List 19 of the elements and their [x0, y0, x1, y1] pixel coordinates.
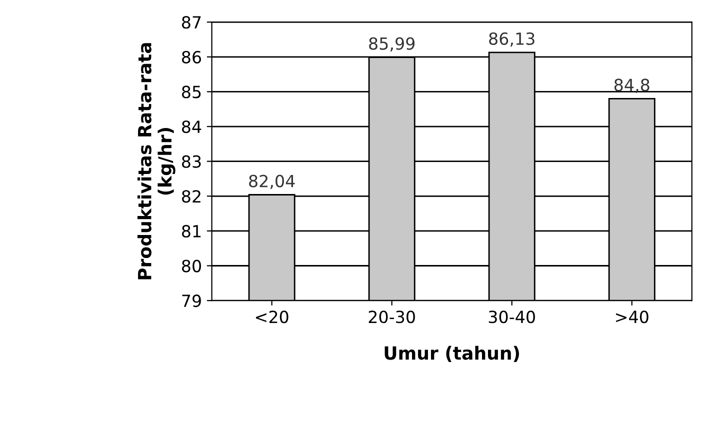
y-tick-label: 81: [182, 224, 201, 238]
y-tick-label: 85: [182, 86, 201, 98]
y-tick-label: 80: [182, 260, 201, 272]
x-axis-title: Umur (tahun): [384, 346, 519, 362]
data-label: 85,99: [369, 37, 415, 52]
y-tick-label: 84: [182, 120, 202, 134]
data-label: 82,04: [249, 174, 295, 190]
y-tick-label: 86: [182, 50, 202, 64]
x-tick-label: 30-40: [488, 310, 535, 324]
y-tick-label: 79: [182, 294, 201, 308]
y-axis-title: Produktivitas Rata-rata (kg/hr): [137, 43, 176, 280]
data-label: 86,13: [489, 32, 534, 47]
y-tick-label: 82: [182, 190, 200, 203]
y-tick-label: 87: [182, 16, 201, 29]
x-tick-label: <20: [256, 310, 288, 324]
x-tick-label: >40: [616, 310, 648, 324]
x-tick-label: 20-30: [368, 310, 415, 324]
data-label: 84,8: [614, 78, 650, 93]
y-tick-label: 83: [182, 155, 201, 168]
